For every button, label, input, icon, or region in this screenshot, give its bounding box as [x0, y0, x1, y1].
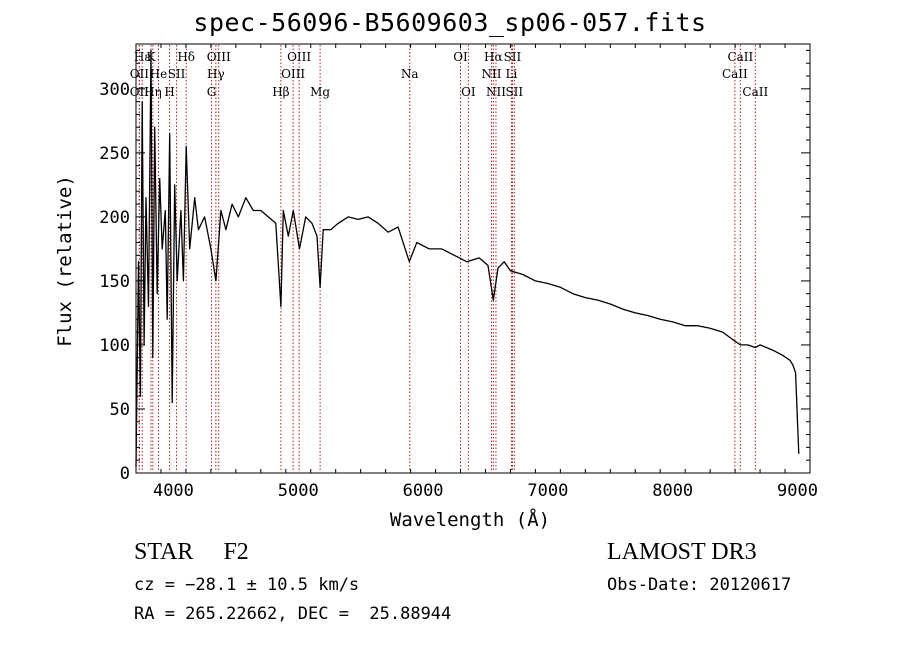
line-label-7: SII — [504, 50, 522, 64]
x-tick-label: 9000 — [777, 481, 818, 501]
line-label-21: G — [207, 85, 217, 99]
line-label-18: OII — [130, 85, 150, 99]
line-label-25: NII — [486, 85, 506, 99]
y-tick-label: 150 — [99, 272, 130, 292]
line-label-16: Li — [506, 67, 518, 81]
plot-frame — [135, 43, 811, 474]
object-class-line: STAR F2 — [134, 539, 249, 566]
line-label-5: OI — [453, 50, 468, 64]
line-label-14: Na — [401, 67, 419, 81]
x-axis-label: Wavelength (Å) — [389, 509, 551, 531]
line-label-26: SII — [505, 85, 523, 99]
line-label-11: SII — [168, 67, 186, 81]
y-axis-label: Flux (relative) — [54, 175, 76, 347]
x-tick-label: 8000 — [652, 481, 693, 501]
y-tick-label: 200 — [99, 208, 130, 228]
line-label-13: OIII — [281, 67, 305, 81]
y-tick-label: 250 — [99, 144, 130, 164]
line-label-0: Hε — [134, 50, 151, 64]
y-tick-label: 50 — [110, 400, 130, 420]
x-tick-label: 6000 — [403, 481, 444, 501]
plot-axes: 4000 5000 6000 7000 8000 9000 0 50 100 150 200 250 3… — [99, 43, 818, 501]
line-label-8: CaII — [727, 50, 753, 64]
line-label-9: OII — [130, 67, 150, 81]
spectral-line-markers — [138, 45, 756, 472]
line-label-12: Hγ — [207, 67, 225, 81]
object-class: STAR — [134, 539, 194, 565]
x-tick-label: 4000 — [153, 481, 194, 501]
survey-name: LAMOST DR3 — [607, 539, 757, 565]
x-tick-label: 7000 — [527, 481, 568, 501]
line-label-27: CaII — [742, 85, 768, 99]
line-label-2: Hδ — [177, 50, 195, 64]
spectrum-line — [135, 49, 800, 467]
object-subclass: F2 — [223, 539, 249, 565]
line-label-4: OIII — [287, 50, 311, 64]
chart-title: spec-56096-B5609603_sp06-057.fits — [193, 8, 707, 37]
x-tick-label: 5000 — [278, 481, 319, 501]
observation-date: Obs-Date: 20120617 — [607, 575, 792, 595]
line-label-20: H — [164, 85, 174, 99]
line-label-15: NII — [481, 67, 501, 81]
coordinates: RA = 265.22662, DEC = 25.88944 — [134, 604, 452, 624]
line-label-10: He — [150, 67, 168, 81]
redshift-velocity: cz = −28.1 ± 10.5 km/s — [134, 575, 360, 595]
line-label-1: K — [146, 50, 156, 64]
line-label-19: Hη — [144, 85, 162, 99]
line-label-24: OI — [461, 85, 476, 99]
y-tick-label: 0 — [120, 464, 130, 484]
line-label-23: Mg — [310, 85, 330, 99]
line-label-22: Hβ — [272, 85, 289, 99]
spectrum-series — [135, 49, 800, 467]
line-label-17: CaII — [722, 67, 748, 81]
y-tick-label: 300 — [99, 80, 130, 100]
line-label-6: Hα — [484, 50, 503, 64]
y-tick-label: 100 — [99, 336, 130, 356]
line-label-3: OIII — [207, 50, 231, 64]
